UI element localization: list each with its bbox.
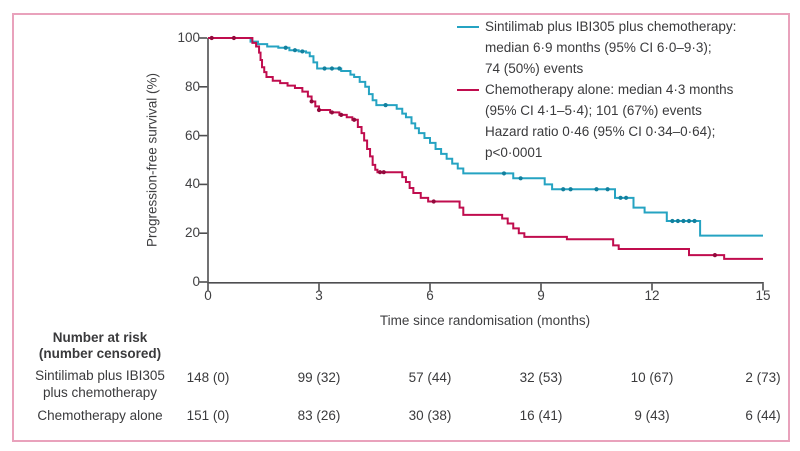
risk-value: 83 (26): [297, 408, 341, 423]
legend-text: p<0·0001: [485, 145, 543, 160]
censor-mark: [322, 66, 327, 71]
censor-mark: [329, 66, 335, 71]
censor-mark: [329, 110, 335, 115]
censor-mark: [292, 48, 298, 53]
censor-mark: [501, 171, 507, 176]
censor-mark: [283, 45, 288, 50]
censor-mark: [337, 66, 342, 71]
legend-line: Chemotherapy alone: median 4·3 months: [457, 79, 792, 100]
x-tick-label: 0: [204, 288, 212, 303]
legend-swatch: [457, 88, 479, 91]
censor-mark: [594, 187, 599, 192]
legend-line: p<0·0001: [457, 142, 792, 163]
censor-mark: [624, 195, 629, 200]
risk-value: 10 (67): [630, 370, 674, 385]
risk-value: 151 (0): [186, 408, 230, 423]
risk-value: 2 (73): [745, 370, 781, 385]
censor-mark: [670, 218, 675, 224]
censor-mark: [381, 170, 386, 175]
legend-line: Sintilimab plus IBI305 plus chemotherapy…: [457, 16, 792, 37]
risk-row-label-chemotherapy: Chemotherapy alone: [37, 408, 163, 423]
censor-mark: [383, 103, 388, 108]
legend-line: Hazard ratio 0·46 (95% CI 0·34–0·64);: [457, 121, 792, 142]
x-tick-label: 6: [426, 288, 434, 303]
x-tick-label: 12: [644, 288, 660, 303]
x-tick-label: 9: [537, 288, 545, 303]
censor-mark: [605, 187, 610, 192]
legend-text: (95% CI 4·1–5·4); 101 (67%) events: [485, 103, 702, 118]
risk-value: 99 (32): [297, 370, 341, 385]
censor-mark: [712, 253, 718, 258]
legend-swatch: [457, 25, 479, 28]
y-tick-label: 80: [184, 78, 200, 94]
censor-mark: [686, 218, 692, 224]
y-tick-label: 40: [184, 176, 200, 192]
risk-value: 16 (41): [519, 408, 563, 423]
x-tick-label: 3: [315, 288, 323, 303]
censor-mark: [692, 218, 697, 224]
censor-mark: [431, 199, 436, 204]
censor-mark: [316, 107, 322, 113]
risk-value: 57 (44): [408, 370, 452, 385]
censor-mark: [377, 170, 383, 175]
censor-mark: [309, 99, 314, 104]
censor-mark: [339, 112, 344, 117]
censor-mark: [231, 35, 236, 41]
y-tick-label: 100: [177, 30, 200, 45]
risk-value: 6 (44): [745, 408, 781, 423]
y-tick-label: 20: [184, 225, 200, 241]
legend-text: Chemotherapy alone: median 4·3 months: [485, 82, 734, 97]
censor-mark: [561, 187, 566, 192]
legend-text: 74 (50%) events: [485, 61, 584, 76]
risk-value: 32 (53): [519, 370, 563, 385]
censor-mark: [675, 218, 681, 224]
risk-value: 148 (0): [186, 370, 230, 385]
censor-mark: [209, 35, 214, 41]
risk-table-header-line2: (number censored): [38, 346, 162, 361]
legend-line: (95% CI 4·1–5·4); 101 (67%) events: [457, 100, 792, 121]
risk-row-label-sintilimab-line1: Sintilimab plus IBI305: [35, 368, 165, 383]
censor-mark: [568, 187, 573, 192]
legend: Sintilimab plus IBI305 plus chemotherapy…: [457, 16, 792, 163]
risk-row-label-sintilimab-line2: plus chemotherapy: [42, 385, 158, 400]
y-tick-label: 0: [192, 274, 200, 289]
risk-value: 9 (43): [634, 408, 670, 423]
km-curve-chemotherapy-alone: [208, 37, 763, 260]
legend-text: Hazard ratio 0·46 (95% CI 0·34–0·64);: [485, 124, 716, 139]
censor-mark: [300, 49, 305, 54]
legend-text: Sintilimab plus IBI305 plus chemotherapy…: [485, 19, 737, 34]
censor-mark: [681, 218, 686, 224]
risk-table-header-line1: Number at risk: [52, 330, 148, 345]
y-axis-title: Progression-free survival (%): [144, 72, 160, 248]
y-tick-label: 60: [184, 127, 200, 143]
legend-text: median 6·9 months (95% CI 6·0–9·3);: [485, 40, 712, 55]
legend-line: 74 (50%) events: [457, 58, 792, 79]
censor-mark: [618, 195, 623, 200]
censor-mark: [518, 176, 523, 181]
legend-line: median 6·9 months (95% CI 6·0–9·3);: [457, 37, 792, 58]
risk-value: 30 (38): [408, 408, 452, 423]
x-axis-title: Time since randomisation (months): [379, 313, 591, 328]
x-tick-label: 15: [755, 288, 771, 303]
km-curve-sintilimab: [208, 37, 763, 237]
censor-mark: [352, 117, 357, 122]
